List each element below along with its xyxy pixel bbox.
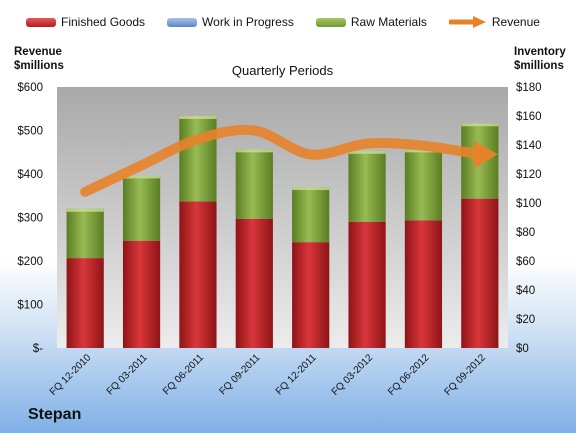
- left-axis-title-line-2: $millions: [14, 60, 64, 72]
- legend-label-raw-materials: Raw Materials: [350, 15, 427, 29]
- left-tick-label: $200: [17, 256, 43, 268]
- x-tick-label: FQ 06-2011: [161, 352, 206, 397]
- right-tick-label: $100: [516, 198, 542, 210]
- legend: Finished Goods Work in Progress Raw Mate…: [26, 15, 540, 29]
- left-tick-label: $100: [17, 300, 43, 312]
- x-tick-label: FQ 09-2012: [442, 352, 488, 398]
- bar-top-cap: [122, 175, 161, 179]
- left-tick-label: $-: [33, 343, 43, 355]
- revenue-line: [80, 124, 485, 197]
- bar-raw-materials: [235, 149, 273, 219]
- right-tick-label: $160: [516, 111, 542, 123]
- bar-top-cap: [179, 116, 217, 119]
- left-tick-label: $300: [17, 213, 43, 225]
- x-tick-label: FQ 09-2011: [217, 352, 262, 397]
- bar-finished-goods: [122, 240, 161, 348]
- bar-raw-materials: [292, 187, 330, 243]
- right-tick-label: $0: [516, 343, 529, 355]
- legend-item-finished-goods: Finished Goods: [26, 15, 145, 29]
- legend-swatch-raw-materials: [315, 17, 346, 27]
- legend-swatch-finished-goods: [26, 17, 56, 27]
- right-axis-ticks: $0 $20 $40 $60 $80 $100 $120 $140 $160 $180: [516, 82, 542, 355]
- right-tick-label: $120: [516, 169, 542, 181]
- bar-raw-materials: [179, 116, 217, 202]
- right-axis-title-line-2: $millions: [514, 60, 564, 72]
- x-tick-label: FQ 03-2012: [330, 352, 376, 398]
- right-tick-label: $40: [516, 285, 535, 297]
- right-tick-label: $60: [516, 256, 535, 268]
- legend-item-revenue: Revenue: [448, 15, 540, 29]
- left-axis-ticks: $- $100 $200 $300 $400 $500 $600: [17, 82, 43, 355]
- bar-raw-materials: [66, 208, 104, 259]
- bar-finished-goods: [179, 201, 217, 348]
- bar-top-cap: [461, 123, 499, 127]
- bar-finished-goods: [461, 198, 499, 348]
- bars-layer: [66, 116, 499, 348]
- company-name: Stepan: [28, 406, 82, 423]
- x-tick-label: FQ 06-2012: [386, 352, 432, 398]
- bar-raw-materials: [404, 149, 443, 221]
- right-tick-label: $80: [516, 227, 535, 239]
- bar-top-cap: [235, 149, 273, 153]
- legend-swatch-work-in-progress: [167, 17, 198, 27]
- bar-finished-goods: [235, 218, 273, 348]
- bar-top-cap: [348, 150, 386, 154]
- revenue-line-layer: [80, 124, 498, 197]
- left-tick-label: $500: [17, 126, 43, 138]
- legend-label-revenue: Revenue: [491, 15, 540, 29]
- bar-raw-materials: [348, 150, 386, 222]
- left-axis-title: Revenue $millions: [14, 45, 64, 73]
- left-tick-label: $600: [17, 82, 43, 94]
- x-tick-label: FQ 12-2010: [48, 352, 94, 398]
- left-axis-title-line-1: Revenue: [14, 46, 62, 58]
- bar-top-cap: [292, 187, 330, 191]
- right-tick-label: $140: [516, 140, 542, 152]
- x-axis-ticks: FQ 12-2010 FQ 03-2011 FQ 06-2011 FQ 09-2011…: [48, 352, 488, 398]
- left-tick-label: $400: [17, 169, 43, 181]
- right-axis-title-line-1: Inventory: [514, 46, 566, 58]
- bar-finished-goods: [348, 221, 386, 348]
- bar-top-cap: [66, 208, 104, 212]
- revenue-arrow-head: [473, 140, 498, 169]
- legend-arrow-icon: [448, 16, 486, 28]
- legend-item-raw-materials: Raw Materials: [315, 15, 427, 29]
- bar-raw-materials: [122, 175, 161, 241]
- right-tick-label: $20: [516, 314, 535, 326]
- x-tick-label: FQ 12-2011: [274, 352, 319, 397]
- legend-item-work-in-progress: Work in Progress: [167, 15, 294, 29]
- x-tick-label: FQ 03-2011: [105, 352, 150, 397]
- right-axis-title: Inventory $millions: [514, 45, 566, 73]
- chart-title: Quarterly Periods: [232, 63, 334, 78]
- right-tick-label: $180: [516, 82, 542, 94]
- bar-finished-goods: [292, 242, 330, 348]
- bar-finished-goods: [66, 258, 104, 348]
- bar-finished-goods: [404, 220, 443, 348]
- legend-label-finished-goods: Finished Goods: [61, 15, 146, 29]
- legend-label-work-in-progress: Work in Progress: [202, 15, 294, 29]
- bar-top-cap: [404, 149, 443, 153]
